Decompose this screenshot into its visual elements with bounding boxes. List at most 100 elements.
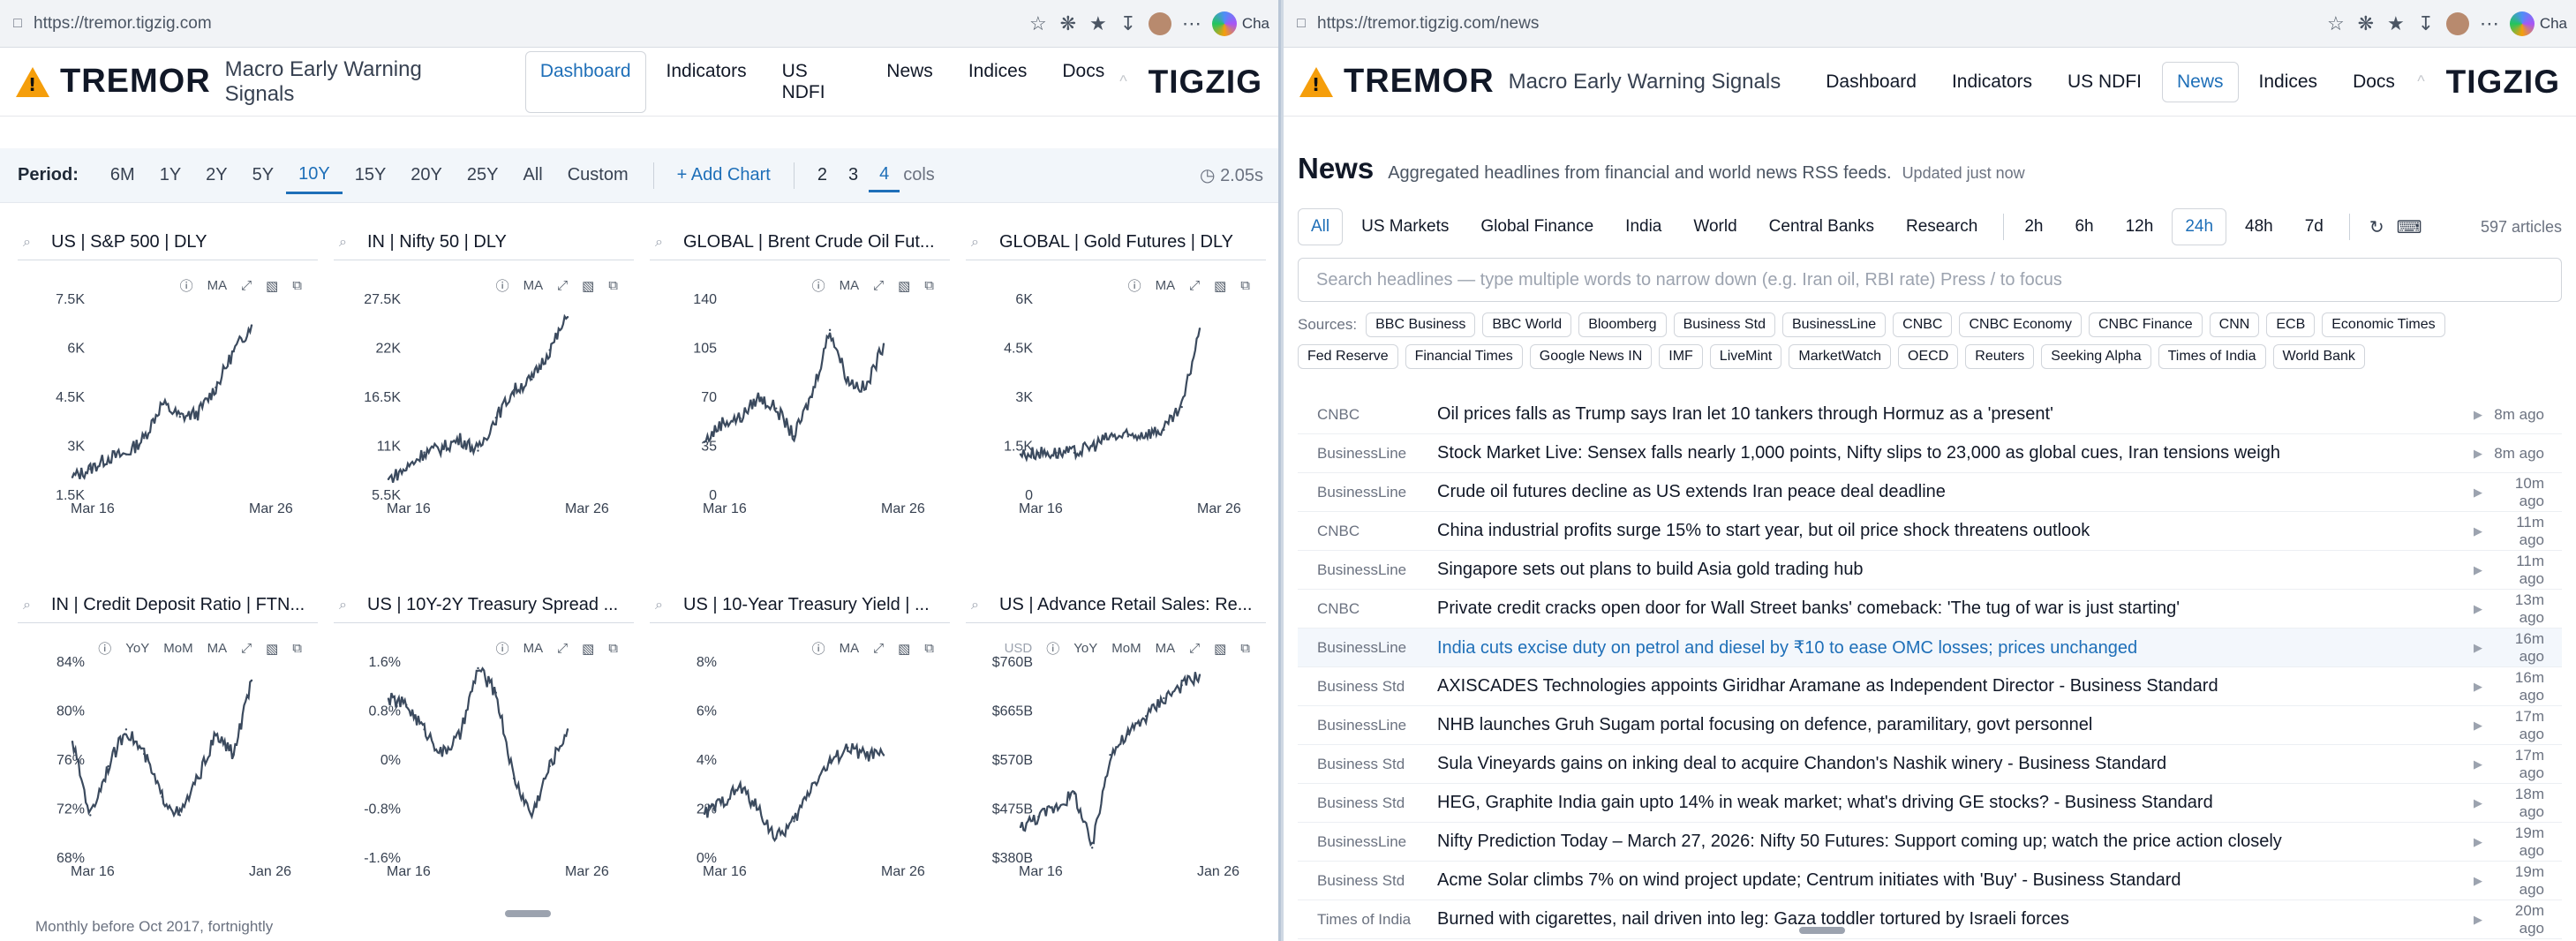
extensions-icon[interactable]: ❋ (2357, 11, 2375, 34)
category-all[interactable]: All (1298, 208, 1344, 245)
expand-arrow-icon[interactable]: ▶ (2474, 562, 2482, 576)
source-chip[interactable]: World Bank (2272, 344, 2365, 369)
info-icon[interactable]: ⓘ (495, 279, 509, 294)
news-row[interactable]: Business Std AXISCADES Technologies appoi… (1298, 667, 2562, 706)
news-row[interactable]: BusinessLine India cuts excise duty on pe… (1298, 629, 2562, 667)
news-headline[interactable]: China industrial profits surge 15% to st… (1437, 521, 2090, 540)
expand-arrow-icon[interactable]: ▶ (2474, 640, 2482, 654)
expand-arrow-icon[interactable]: ▶ (2474, 912, 2482, 926)
source-chip[interactable]: BBC World (1482, 312, 1572, 337)
ma-button[interactable]: MA (207, 641, 228, 656)
image-icon[interactable]: ▧ (582, 641, 595, 657)
news-headline[interactable]: AXISCADES Technologies appoints Giridhar… (1437, 676, 2218, 696)
source-chip[interactable]: Times of India (2158, 344, 2266, 369)
copy-icon[interactable]: ⧉ (608, 278, 618, 293)
period-10y[interactable]: 10Y (286, 157, 343, 194)
nav-indicators[interactable]: Indicators (666, 60, 747, 81)
category-central-banks[interactable]: Central Banks (1768, 217, 1874, 236)
add-chart-button[interactable]: + Add Chart (667, 165, 781, 185)
news-headline[interactable]: Burned with cigarettes, nail driven into… (1437, 909, 2069, 929)
range-48h[interactable]: 48h (2245, 217, 2273, 236)
chat-label[interactable]: Cha (1241, 14, 1269, 32)
chart-plot[interactable]: 84% 80% 76% 72% 68%Mar 16 Jan 26 (18, 650, 318, 915)
ma-button[interactable]: MA (839, 278, 860, 293)
expand-arrow-icon[interactable]: ▶ (2474, 679, 2482, 693)
source-chip[interactable]: ECB (2266, 312, 2316, 337)
news-row[interactable]: Business Std Sula Vineyards gains on inki… (1298, 745, 2562, 784)
news-headline[interactable]: Oil prices falls as Trump says Iran let … (1437, 404, 2053, 424)
nav-dashboard[interactable]: Dashboard (1826, 71, 1917, 92)
ma-button[interactable]: MA (1155, 641, 1176, 656)
info-icon[interactable]: ⓘ (179, 279, 193, 294)
download-icon[interactable]: ↧ (2417, 11, 2435, 34)
image-icon[interactable]: ▧ (1214, 278, 1227, 294)
category-global-finance[interactable]: Global Finance (1480, 217, 1594, 236)
scroll-handle[interactable] (505, 910, 551, 917)
image-icon[interactable]: ▧ (582, 278, 595, 294)
expand-arrow-icon[interactable]: ▶ (2474, 407, 2482, 421)
news-headline[interactable]: Nifty Prediction Today – March 27, 2026:… (1437, 832, 2282, 851)
news-row[interactable]: BusinessLine Nifty Prediction Today – Mar… (1298, 823, 2562, 862)
copy-icon[interactable]: ⧉ (924, 641, 934, 656)
expand-arrow-icon[interactable]: ▶ (2474, 601, 2482, 615)
source-chip[interactable]: Google News IN (1529, 344, 1653, 369)
news-row[interactable]: BusinessLine Singapore sets out plans to … (1298, 551, 2562, 590)
range-2h[interactable]: 2h (2024, 217, 2044, 236)
chart-series-selector[interactable]: ⌕ US | 10Y-2Y Treasury Spread ... (334, 588, 634, 623)
image-icon[interactable]: ▧ (266, 641, 279, 657)
news-row[interactable]: BusinessLine Crude oil futures decline as… (1298, 473, 2562, 512)
range-7d[interactable]: 7d (2304, 217, 2324, 236)
ma-button[interactable]: MA (1155, 278, 1176, 293)
copy-icon[interactable]: ⧉ (608, 641, 618, 656)
range-12h[interactable]: 12h (2125, 217, 2154, 236)
collapse-icon[interactable]: ^ (2417, 72, 2425, 90)
source-chip[interactable]: BusinessLine (1781, 312, 1887, 337)
extensions-icon[interactable]: ❋ (1059, 11, 1077, 34)
scroll-handle[interactable] (1799, 927, 1845, 934)
tigzig-logo[interactable]: TIGZIG (2445, 63, 2560, 100)
source-chip[interactable]: Fed Reserve (1298, 344, 1398, 369)
tigzig-logo[interactable]: TIGZIG (1148, 63, 1262, 100)
keyboard-icon[interactable]: ⌨ (2396, 217, 2422, 237)
chart-series-selector[interactable]: ⌕ IN | Nifty 50 | DLY (334, 225, 634, 260)
yoy-button[interactable]: YoY (1073, 641, 1098, 656)
image-icon[interactable]: ▧ (1214, 641, 1227, 657)
expand-icon[interactable]: ⤢ (873, 641, 885, 656)
expand-arrow-icon[interactable]: ▶ (2474, 795, 2482, 809)
chart-series-selector[interactable]: ⌕ US | Advance Retail Sales: Re... (966, 588, 1266, 623)
expand-icon[interactable]: ⤢ (1189, 278, 1201, 293)
nav-docs[interactable]: Docs (1062, 60, 1105, 81)
copy-icon[interactable]: ⧉ (292, 641, 302, 656)
address-bar[interactable]: https://tremor.tigzig.com (34, 13, 212, 33)
nav-indicators[interactable]: Indicators (1951, 71, 2032, 92)
news-row[interactable]: BusinessLine NHB launches Gruh Sugam port… (1298, 706, 2562, 745)
favorites-icon[interactable]: ★ (1088, 11, 1107, 34)
period-2y[interactable]: 2Y (206, 165, 228, 184)
profile-avatar[interactable] (1148, 11, 1171, 35)
chart-series-selector[interactable]: ⌕ GLOBAL | Brent Crude Oil Fut... (650, 225, 950, 260)
period-custom[interactable]: Custom (567, 165, 629, 184)
nav-news[interactable]: News (886, 60, 933, 81)
expand-icon[interactable]: ⤢ (557, 278, 569, 293)
more-icon[interactable]: ⋯ (1181, 11, 1201, 34)
nav-indices[interactable]: Indices (2258, 71, 2318, 92)
image-icon[interactable]: ▧ (266, 278, 279, 294)
mom-button[interactable]: MoM (163, 641, 193, 656)
category-world[interactable]: World (1693, 217, 1737, 236)
source-chip[interactable]: Business Std (1673, 312, 1775, 337)
expand-arrow-icon[interactable]: ▶ (2474, 718, 2482, 732)
collapse-icon[interactable]: ^ (1119, 72, 1127, 90)
copy-icon[interactable]: ⧉ (1240, 641, 1250, 656)
star-icon[interactable]: ☆ (2326, 11, 2345, 34)
expand-arrow-icon[interactable]: ▶ (2474, 523, 2482, 538)
news-row[interactable]: Business Std Acme Solar climbs 7% on wind… (1298, 862, 2562, 900)
news-row[interactable]: Times of India Burned with cigarettes, na… (1298, 900, 2562, 939)
nav-us-ndfi[interactable]: US NDFI (2068, 71, 2142, 92)
period-5y[interactable]: 5Y (252, 165, 275, 184)
image-icon[interactable]: ▧ (898, 278, 911, 294)
source-chip[interactable]: LiveMint (1709, 344, 1782, 369)
profile-avatar[interactable] (2445, 11, 2469, 35)
copilot-icon[interactable] (1211, 11, 1237, 36)
chart-series-selector[interactable]: ⌕ IN | Credit Deposit Ratio | FTN... (18, 588, 318, 623)
